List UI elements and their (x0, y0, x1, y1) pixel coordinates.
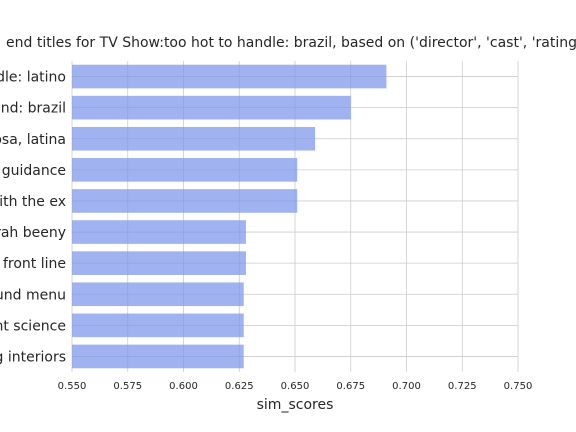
y-tick-label: ng interiors (0, 349, 66, 365)
chart-title: end titles for TV Show:too hot to handle… (6, 35, 576, 51)
bar (72, 189, 298, 213)
x-tick-label: 0.550 (58, 381, 87, 392)
bar (72, 313, 244, 338)
y-tick-label: with the ex (0, 194, 66, 210)
x-axis-label: sim_scores (257, 397, 334, 413)
x-tick-labels: 0.550 0.575 0.600 0.625 0.650 0.675 0.700 0.725… (58, 381, 533, 392)
bar (72, 95, 351, 120)
bar (72, 344, 244, 369)
x-tick-label: 0.725 (448, 381, 477, 392)
bar (72, 64, 387, 89)
y-tick-label: ndle: latino (0, 70, 66, 86)
bar (72, 126, 316, 151)
y-tick-label: ound menu (0, 287, 66, 303)
bar (72, 220, 246, 244)
y-tick-label: l guidance (0, 163, 66, 179)
bar (72, 282, 244, 307)
x-tick-label: 0.750 (504, 381, 533, 392)
x-tick-label: 0.575 (113, 381, 142, 392)
bar (72, 158, 298, 182)
x-tick-label: 0.625 (225, 381, 254, 392)
y-tick-label: s front line (0, 256, 66, 272)
y-tick-labels: ndle: latino ound: brazil nosa, latina l gu… (0, 70, 66, 366)
bars (72, 64, 387, 369)
y-tick-label: arah beeny (0, 225, 66, 241)
y-tick-label: ound: brazil (0, 101, 66, 117)
x-tick-label: 0.700 (392, 381, 421, 392)
y-tick-label: nosa, latina (0, 132, 66, 148)
x-tick-label: 0.675 (336, 381, 365, 392)
x-tick-label: 0.600 (169, 381, 198, 392)
x-tick-label: 0.650 (281, 381, 310, 392)
bar (72, 251, 246, 275)
y-tick-label: unt science (0, 318, 66, 334)
